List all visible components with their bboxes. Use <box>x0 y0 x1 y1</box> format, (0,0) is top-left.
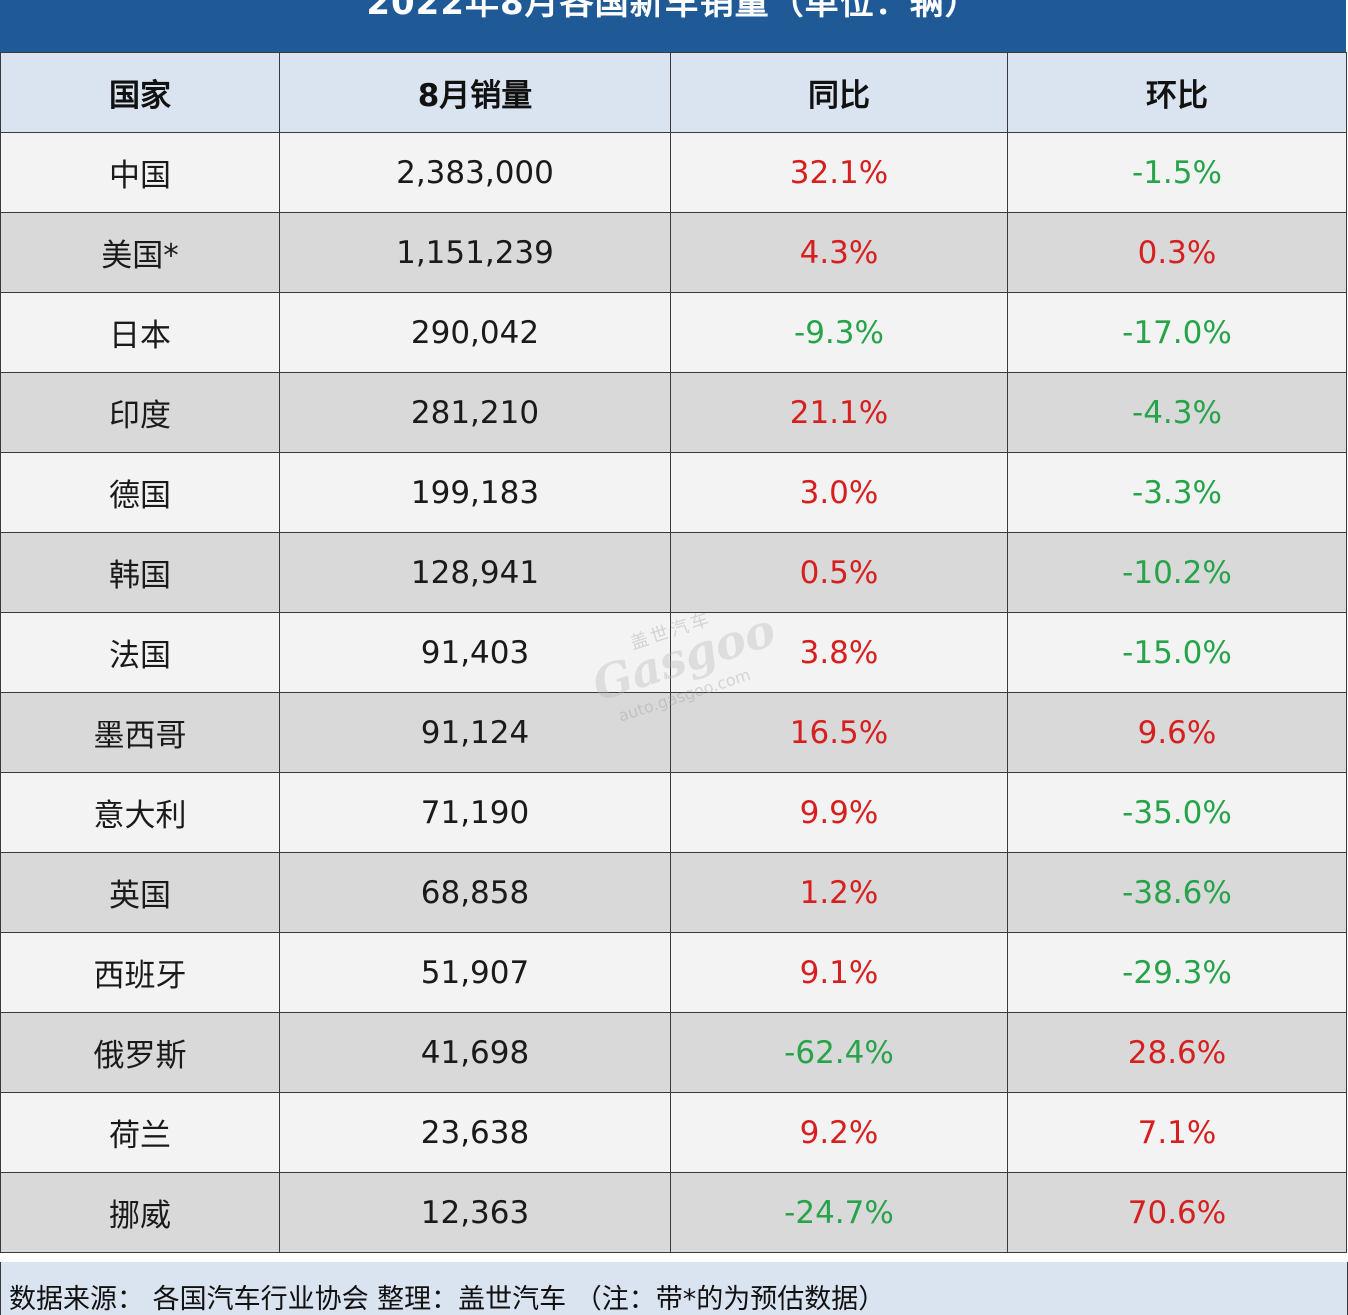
cell-country: 印度 <box>0 372 280 453</box>
cell-country: 美国* <box>0 212 280 293</box>
table-row: 美国* 1,151,239 4.3% 0.3% <box>0 212 1347 293</box>
cell-mom: 9.6% <box>1007 692 1347 773</box>
cell-sales: 281,210 <box>279 372 671 453</box>
cell-country: 英国 <box>0 852 280 933</box>
cell-mom: 0.3% <box>1007 212 1347 293</box>
cell-yoy: 9.2% <box>670 1092 1008 1173</box>
cell-mom: 28.6% <box>1007 1012 1347 1093</box>
table-row: 英国 68,858 1.2% -38.6% <box>0 852 1347 933</box>
cell-yoy: 0.5% <box>670 532 1008 613</box>
table-body: 中国 2,383,000 32.1% -1.5% 美国* 1,151,239 4.3% 0.3… <box>0 132 1347 1253</box>
cell-mom: -3.3% <box>1007 452 1347 533</box>
table-row: 西班牙 51,907 9.1% -29.3% <box>0 932 1347 1013</box>
table-row: 荷兰 23,638 9.2% 7.1% <box>0 1092 1347 1173</box>
cell-mom: -10.2% <box>1007 532 1347 613</box>
cell-sales: 91,403 <box>279 612 671 693</box>
cell-country: 意大利 <box>0 772 280 853</box>
cell-mom: -35.0% <box>1007 772 1347 853</box>
cell-sales: 12,363 <box>279 1172 671 1253</box>
table-row: 印度 281,210 21.1% -4.3% <box>0 372 1347 453</box>
cell-sales: 51,907 <box>279 932 671 1013</box>
table-row: 韩国 128,941 0.5% -10.2% <box>0 532 1347 613</box>
sales-table: 国家 8月销量 同比 环比 中国 2,383,000 32.1% -1.5% 美国* 1,… <box>0 52 1347 1253</box>
cell-country: 中国 <box>0 132 280 213</box>
cell-country: 俄罗斯 <box>0 1012 280 1093</box>
header-sales: 8月销量 <box>279 52 671 133</box>
cell-sales: 199,183 <box>279 452 671 533</box>
cell-sales: 23,638 <box>279 1092 671 1173</box>
cell-mom: -38.6% <box>1007 852 1347 933</box>
table-row: 法国 91,403 3.8% -15.0% <box>0 612 1347 693</box>
cell-sales: 41,698 <box>279 1012 671 1093</box>
cell-yoy: -9.3% <box>670 292 1008 373</box>
cell-country: 墨西哥 <box>0 692 280 773</box>
cell-sales: 1,151,239 <box>279 212 671 293</box>
cell-mom: -29.3% <box>1007 932 1347 1013</box>
cell-sales: 68,858 <box>279 852 671 933</box>
cell-mom: 7.1% <box>1007 1092 1347 1173</box>
table-row: 挪威 12,363 -24.7% 70.6% <box>0 1172 1347 1253</box>
cell-mom: 70.6% <box>1007 1172 1347 1253</box>
cell-yoy: 16.5% <box>670 692 1008 773</box>
cell-country: 荷兰 <box>0 1092 280 1173</box>
title-bar: 2022年8月各国新车销量（单位：辆） <box>0 0 1346 54</box>
cell-yoy: 4.3% <box>670 212 1008 293</box>
cell-sales: 71,190 <box>279 772 671 853</box>
cell-sales: 128,941 <box>279 532 671 613</box>
cell-yoy: 32.1% <box>670 132 1008 213</box>
cell-country: 韩国 <box>0 532 280 613</box>
cell-country: 德国 <box>0 452 280 533</box>
cell-yoy: 1.2% <box>670 852 1008 933</box>
footer-source-note: 数据来源： 各国汽车行业协会 整理：盖世汽车 （注：带*的为预估数据） <box>9 1284 886 1315</box>
cell-sales: 2,383,000 <box>279 132 671 213</box>
cell-yoy: 3.8% <box>670 612 1008 693</box>
header-yoy: 同比 <box>670 52 1008 133</box>
cell-country: 法国 <box>0 612 280 693</box>
cell-country: 日本 <box>0 292 280 373</box>
cell-sales: 91,124 <box>279 692 671 773</box>
table-row: 德国 199,183 3.0% -3.3% <box>0 452 1347 533</box>
table-row: 中国 2,383,000 32.1% -1.5% <box>0 132 1347 213</box>
cell-yoy: 9.1% <box>670 932 1008 1013</box>
table-row: 俄罗斯 41,698 -62.4% 28.6% <box>0 1012 1347 1093</box>
cell-yoy: 21.1% <box>670 372 1008 453</box>
cell-yoy: -62.4% <box>670 1012 1008 1093</box>
cell-mom: -4.3% <box>1007 372 1347 453</box>
cell-country: 西班牙 <box>0 932 280 1013</box>
header-country: 国家 <box>0 52 280 133</box>
cell-mom: -15.0% <box>1007 612 1347 693</box>
table-row: 墨西哥 91,124 16.5% 9.6% <box>0 692 1347 773</box>
footer: 数据来源： 各国汽车行业协会 整理：盖世汽车 （注：带*的为预估数据） <box>0 1262 1348 1315</box>
table-row: 日本 290,042 -9.3% -17.0% <box>0 292 1347 373</box>
table-header-row: 国家 8月销量 同比 环比 <box>0 52 1347 133</box>
cell-country: 挪威 <box>0 1172 280 1253</box>
cell-mom: -1.5% <box>1007 132 1347 213</box>
header-mom: 环比 <box>1007 52 1347 133</box>
page-title: 2022年8月各国新车销量（单位：辆） <box>366 0 980 23</box>
cell-mom: -17.0% <box>1007 292 1347 373</box>
table-row: 意大利 71,190 9.9% -35.0% <box>0 772 1347 853</box>
cell-yoy: 9.9% <box>670 772 1008 853</box>
cell-yoy: -24.7% <box>670 1172 1008 1253</box>
cell-yoy: 3.0% <box>670 452 1008 533</box>
cell-sales: 290,042 <box>279 292 671 373</box>
